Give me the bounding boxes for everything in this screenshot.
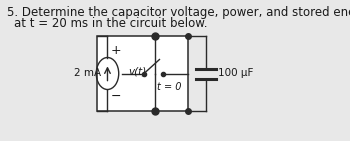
Text: 100 μF: 100 μF xyxy=(218,69,254,79)
Text: 5. Determine the capacitor voltage, power, and stored energy: 5. Determine the capacitor voltage, powe… xyxy=(7,6,350,19)
Text: 2 mA: 2 mA xyxy=(74,69,101,79)
FancyBboxPatch shape xyxy=(97,36,188,111)
Text: v(t): v(t) xyxy=(128,67,147,77)
Text: +: + xyxy=(111,44,121,57)
Text: at t = 20 ms in the circuit below.: at t = 20 ms in the circuit below. xyxy=(14,17,208,30)
Text: t = 0: t = 0 xyxy=(157,81,181,92)
Text: −: − xyxy=(111,90,121,103)
